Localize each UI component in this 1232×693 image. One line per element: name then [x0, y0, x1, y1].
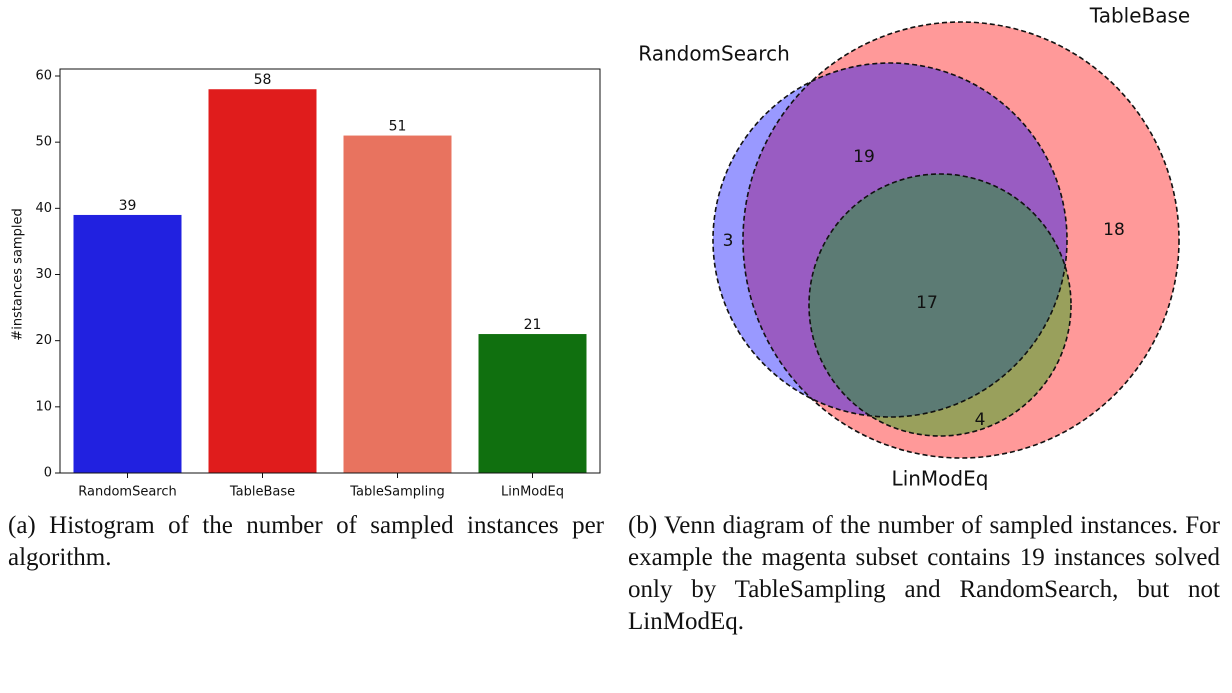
set-label: RandomSearch: [638, 42, 790, 66]
bar: [73, 214, 182, 473]
x-tick-label: LinModEq: [501, 485, 564, 500]
set-outline: [712, 62, 1068, 418]
region-label-1-2: 4: [975, 410, 986, 430]
value-label: 58: [254, 72, 272, 88]
set-circle: [713, 63, 1067, 417]
y-tick-label: 0: [44, 466, 52, 481]
value-label: 39: [119, 198, 137, 214]
y-tick-label: 10: [35, 399, 52, 414]
bar: [208, 89, 317, 473]
x-tick-label: TableBase: [229, 485, 295, 500]
set-outline: [742, 21, 1180, 459]
y-tick-label: 50: [35, 135, 52, 150]
value-label: 51: [389, 119, 407, 135]
x-tick-label: RandomSearch: [78, 485, 176, 500]
region-label-0-1: 19: [853, 147, 875, 167]
set-label: TableBase: [1089, 4, 1190, 28]
bar: [343, 135, 452, 474]
set-circle: [743, 22, 1179, 458]
y-tick-label: 60: [35, 69, 52, 84]
y-axis-label: #instances sampled: [11, 208, 26, 340]
set-outline: [808, 173, 1072, 437]
value-label: 21: [524, 317, 542, 333]
region-label-0-1-2: 17: [916, 293, 938, 313]
y-tick-label: 20: [35, 333, 52, 348]
y-tick-label: 30: [35, 267, 52, 282]
x-tick-label: TableSampling: [349, 485, 444, 500]
region-label-1: 18: [1103, 220, 1125, 240]
caption-b: (b) Venn diagram of the number of sample…: [628, 512, 1220, 635]
bar: [478, 334, 587, 473]
set-label: LinModEq: [892, 467, 989, 491]
set-circle: [809, 174, 1071, 436]
charts: 0 10 20 30 40 50 60 #instances sampled 39 RandomS…: [11, 4, 1191, 500]
caption-a: (a) Histogram of the number of sampled i…: [8, 512, 604, 571]
y-tick-label: 40: [35, 201, 52, 216]
plot-frame: [59, 68, 601, 474]
region-label-0: 3: [723, 231, 734, 251]
